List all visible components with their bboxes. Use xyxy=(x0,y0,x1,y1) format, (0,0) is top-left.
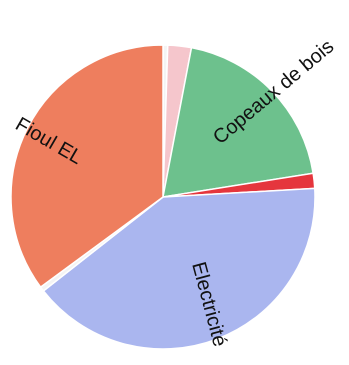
pie-slices xyxy=(10,44,316,350)
pie-slice-copeaux-de-bois xyxy=(162,46,314,198)
pie-slice-fioul-el xyxy=(10,44,164,288)
pie-slice-electricite xyxy=(42,187,316,350)
